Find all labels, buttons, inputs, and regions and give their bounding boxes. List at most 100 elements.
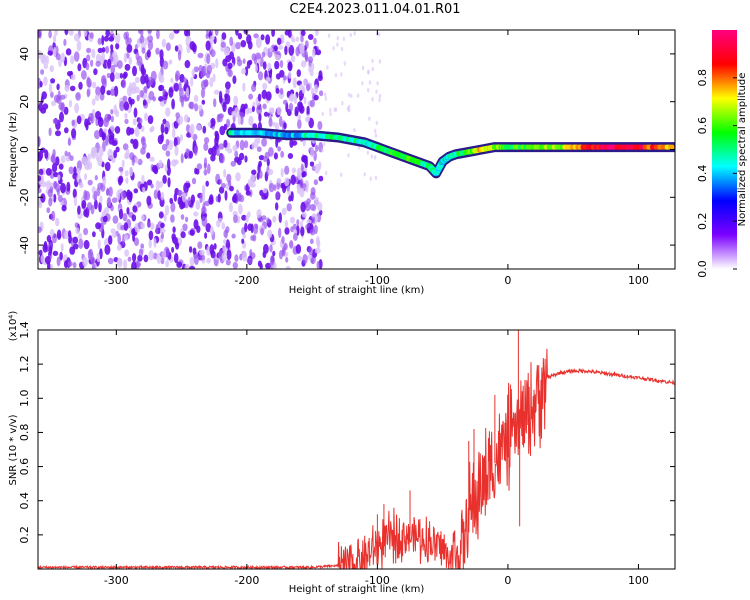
noise-blob <box>140 42 147 50</box>
noise-blob <box>104 161 111 172</box>
noise-blob <box>100 85 106 95</box>
noise-blob <box>306 219 312 225</box>
noise-blob <box>256 105 263 115</box>
noise-blob <box>301 171 307 178</box>
noise-blob <box>181 96 184 108</box>
noise-blob <box>368 80 372 85</box>
noise-blob <box>206 257 211 264</box>
noise-blob <box>275 190 280 201</box>
noise-blob <box>104 244 111 255</box>
noise-blob <box>250 174 256 183</box>
noise-blob <box>378 59 382 64</box>
noise-blob <box>141 174 145 184</box>
noise-blob <box>69 155 74 162</box>
noise-blob <box>311 216 316 224</box>
noise-blob <box>209 35 215 41</box>
noise-blob <box>225 226 230 234</box>
noise-blob <box>208 196 214 205</box>
noise-blob <box>56 229 62 240</box>
noise-blob <box>147 40 154 51</box>
noise-blob <box>233 95 239 106</box>
noise-blob <box>204 232 208 239</box>
noise-blob <box>144 74 149 84</box>
noise-blob <box>261 89 268 100</box>
noise-blob <box>277 45 284 50</box>
noise-blob <box>55 217 60 227</box>
noise-blob <box>193 211 199 217</box>
noise-blob <box>128 96 132 103</box>
noise-blob <box>91 48 96 59</box>
noise-blob <box>130 138 135 144</box>
noise-blob <box>169 197 173 204</box>
noise-blob <box>267 229 273 239</box>
noise-blob <box>209 244 215 256</box>
noise-blob <box>204 79 209 87</box>
noise-blob <box>170 77 174 83</box>
noise-blob <box>41 54 47 65</box>
noise-blob <box>74 33 80 42</box>
noise-blob <box>180 231 186 239</box>
noise-blob <box>260 227 264 236</box>
noise-blob <box>184 60 191 69</box>
noise-blob <box>63 106 69 115</box>
noise-blob <box>51 210 56 222</box>
noise-blob <box>189 265 196 269</box>
noise-blob <box>52 34 57 43</box>
noise-blob <box>49 245 53 256</box>
noise-blob <box>147 115 154 125</box>
noise-blob <box>167 177 171 188</box>
noise-blob <box>158 85 163 92</box>
noise-blob <box>78 238 84 249</box>
noise-blob <box>304 159 308 169</box>
noise-blob <box>94 94 100 101</box>
noise-blob <box>305 116 310 123</box>
noise-blob <box>150 183 154 189</box>
noise-blob <box>142 142 147 150</box>
noise-blob <box>275 202 279 211</box>
noise-blob <box>321 148 324 153</box>
noise-blob <box>234 254 239 262</box>
noise-blob <box>114 125 121 134</box>
noise-blob <box>298 102 304 113</box>
noise-blob <box>262 188 268 194</box>
noise-blob <box>132 253 137 262</box>
noise-blob <box>155 224 159 235</box>
noise-blob <box>149 156 155 162</box>
noise-blob <box>294 106 299 115</box>
noise-blob <box>230 160 237 167</box>
noise-blob <box>289 240 294 249</box>
noise-blob <box>123 222 129 231</box>
noise-blob <box>329 107 332 113</box>
noise-blob <box>244 222 248 233</box>
noise-blob <box>113 54 117 66</box>
noise-blob <box>95 118 99 127</box>
noise-blob <box>295 244 302 254</box>
noise-blob <box>51 100 57 107</box>
noise-blob <box>107 257 114 265</box>
noise-blob <box>40 254 45 264</box>
noise-blob <box>284 220 288 228</box>
noise-blob <box>336 42 339 47</box>
noise-blob <box>52 250 59 256</box>
noise-blob <box>319 90 324 97</box>
noise-blob <box>83 189 88 201</box>
noise-blob <box>309 161 315 167</box>
noise-blob <box>152 164 158 173</box>
noise-blob <box>314 84 318 94</box>
noise-blob <box>91 98 96 106</box>
noise-blob <box>132 205 138 213</box>
noise-blob <box>197 241 203 249</box>
noise-blob <box>59 111 64 123</box>
noise-blob <box>108 186 113 197</box>
x-tick-label: -100 <box>365 574 390 587</box>
noise-blob <box>73 196 78 207</box>
noise-blob <box>174 45 179 52</box>
noise-blob <box>287 30 292 38</box>
noise-blob <box>95 60 101 67</box>
noise-blob <box>223 239 227 245</box>
noise-blob <box>260 34 265 41</box>
noise-blob <box>262 103 267 110</box>
noise-blob <box>86 77 92 88</box>
noise-blob <box>98 146 104 158</box>
noise-blob <box>200 70 205 78</box>
